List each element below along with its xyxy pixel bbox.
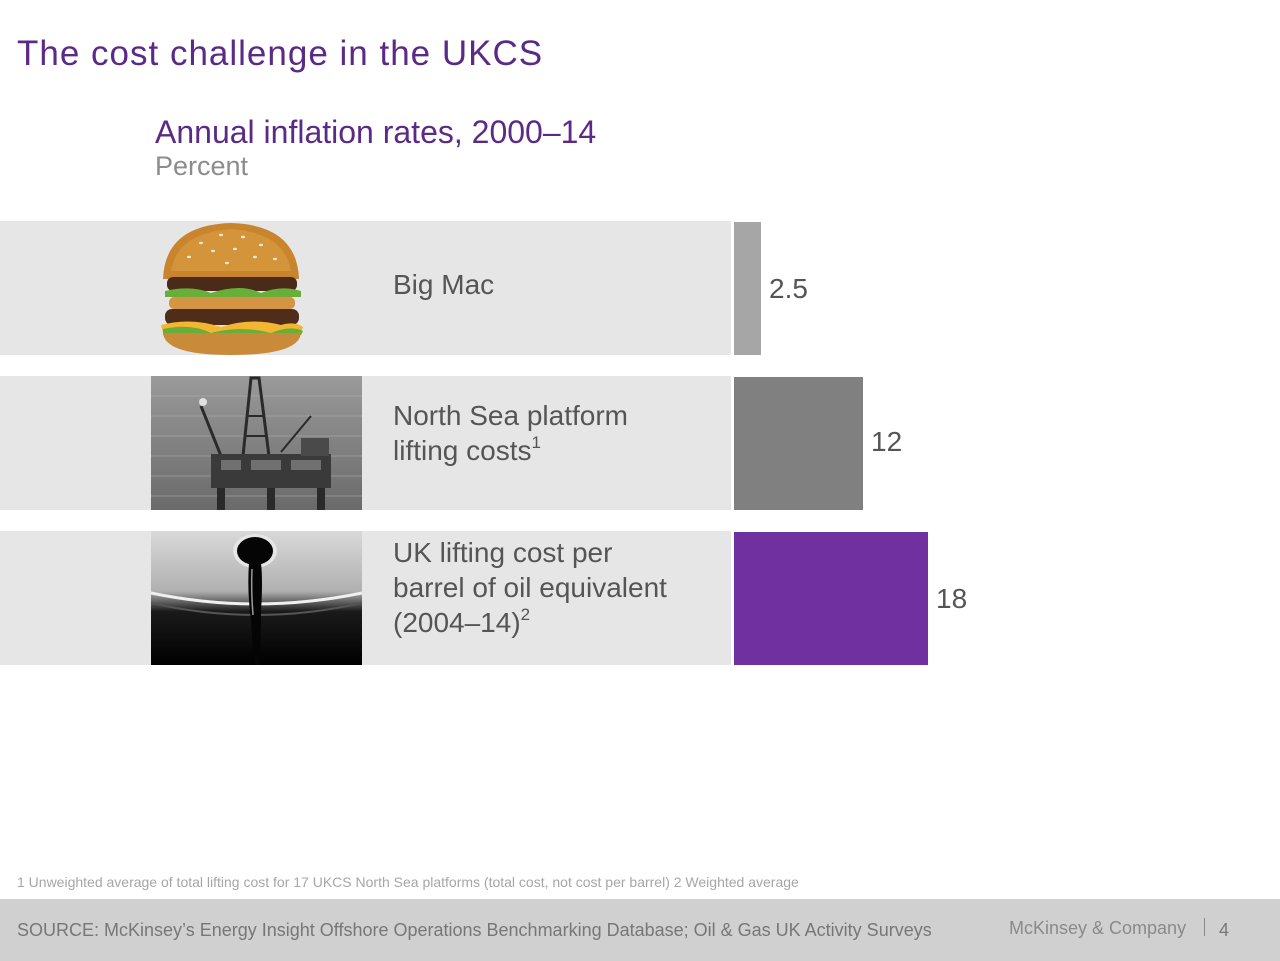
brand-name: McKinsey & Company [1009,918,1187,938]
bar-north-sea-platform [734,377,863,510]
chart-title: Annual inflation rates, 2000–14 [155,114,597,150]
footer-bar: SOURCE: McKinsey’s Energy Insight Offsho… [0,899,1280,961]
slide-title: The cost challenge in the UKCS [17,34,544,73]
row-band [0,531,731,665]
row-label-line: Big Mac [393,269,495,300]
data-label-big-mac: 2.5 [769,273,808,304]
footnote-text: 1 Unweighted average of total lifting co… [17,874,799,890]
chart-row-big-mac: Big Mac 2.5 [0,221,1280,355]
burger-image [161,223,303,355]
page-number: 4 [1219,920,1230,940]
bar-big-mac [734,222,761,355]
source-text: SOURCE: McKinsey’s Energy Insight Offsho… [17,920,932,940]
oil-drop-image [151,531,362,665]
data-label-north-sea-platform: 12 [871,426,903,457]
row-label: North Sea platform lifting costs1 [393,398,713,468]
row-label: UK lifting cost per barrel of oil equiva… [393,535,713,640]
row-band [0,221,731,355]
row-label-line: (2004–14) [393,607,521,638]
data-label-uk-lifting-cost: 18 [936,583,968,614]
chart-row-north-sea-platform: North Sea platform lifting costs1 12 [0,376,1280,510]
footnote-marker: 1 [531,433,541,452]
row-label-line: North Sea platform [393,400,628,431]
row-label-line: UK lifting cost per [393,537,613,568]
footnote-marker: 2 [520,605,531,624]
row-label: Big Mac [393,267,713,302]
row-label-line: barrel of oil equivalent [393,572,667,603]
footer-divider [1204,918,1205,936]
chart-row-uk-lifting-cost: UK lifting cost per barrel of oil equiva… [0,531,1280,665]
platform-image [151,376,362,510]
row-label-line: lifting costs [393,435,532,466]
chart-unit-label: Percent [155,151,249,181]
row-band [0,376,731,510]
bar-uk-lifting-cost [734,532,928,665]
